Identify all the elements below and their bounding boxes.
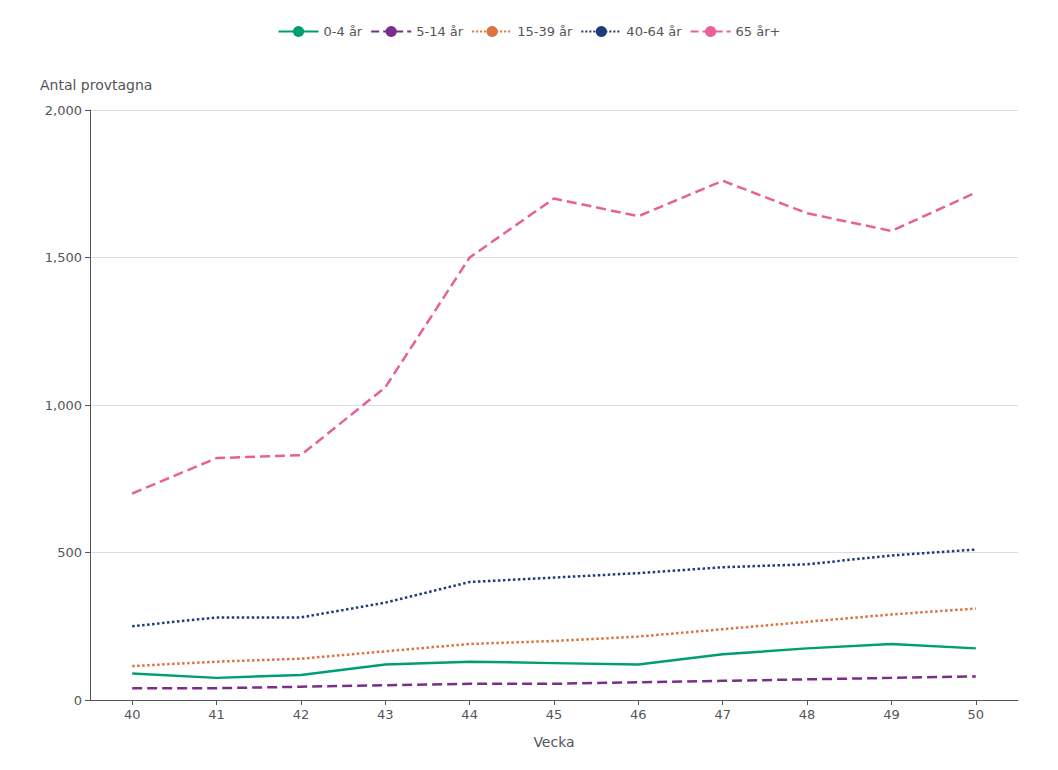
svg-text:42: 42 (293, 707, 310, 722)
svg-text:500: 500 (57, 545, 82, 560)
svg-text:46: 46 (630, 707, 647, 722)
svg-text:65 år+: 65 år+ (736, 24, 781, 39)
svg-text:1,000: 1,000 (45, 398, 82, 413)
svg-text:2,000: 2,000 (45, 103, 82, 118)
svg-text:40-64 år: 40-64 år (626, 24, 682, 39)
svg-text:43: 43 (377, 707, 394, 722)
svg-text:0: 0 (74, 693, 82, 708)
svg-text:0-4 år: 0-4 år (324, 24, 363, 39)
svg-text:44: 44 (461, 707, 478, 722)
svg-text:40: 40 (124, 707, 141, 722)
svg-text:49: 49 (883, 707, 900, 722)
svg-text:47: 47 (714, 707, 731, 722)
svg-text:Antal provtagna: Antal provtagna (40, 77, 152, 93)
svg-text:Vecka: Vecka (533, 734, 574, 750)
svg-text:48: 48 (799, 707, 816, 722)
svg-text:5-14 år: 5-14 år (416, 24, 464, 39)
svg-text:50: 50 (968, 707, 985, 722)
svg-text:1,500: 1,500 (45, 250, 82, 265)
svg-text:15-39 år: 15-39 år (517, 24, 573, 39)
svg-text:41: 41 (208, 707, 225, 722)
svg-text:45: 45 (546, 707, 563, 722)
